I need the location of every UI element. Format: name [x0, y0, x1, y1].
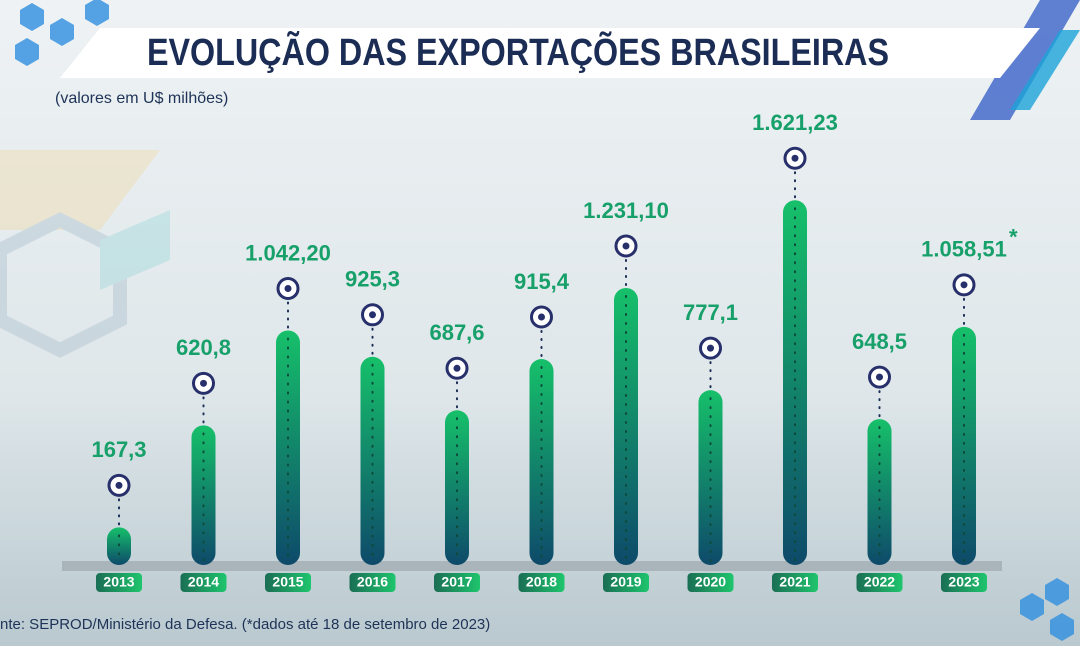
value-label: 777,1 — [683, 300, 738, 325]
category-pill — [180, 573, 227, 592]
x-tick-label: 2013 — [103, 574, 134, 590]
category-pill — [349, 573, 396, 592]
subtitle: (valores em U$ milhões) — [55, 90, 228, 107]
x-tick-label: 2023 — [948, 574, 979, 590]
chart-title: EVOLUÇÃO DAS EXPORTAÇÕES BRASILEIRAS — [147, 31, 889, 74]
value-label: 687,6 — [429, 320, 484, 345]
x-tick-label: 2016 — [357, 574, 388, 590]
value-label: 1.231,10 — [583, 198, 669, 223]
x-tick-label: 2014 — [188, 574, 219, 590]
marker-dot — [960, 281, 968, 289]
decoration — [0, 150, 170, 358]
source-note: nte: SEPROD/Ministério da Defesa. (*dado… — [0, 616, 490, 633]
marker-dot — [200, 379, 207, 387]
bar — [783, 200, 807, 565]
category-pill — [518, 573, 565, 592]
bar — [191, 425, 216, 565]
x-tick-label: 2020 — [695, 574, 726, 590]
marker-dot — [538, 313, 545, 321]
bar — [445, 410, 469, 565]
marker-dot — [791, 154, 799, 162]
value-label: 648,5 — [852, 329, 907, 354]
bar — [529, 359, 554, 565]
baseline — [62, 561, 1002, 571]
marker-dot — [369, 311, 376, 319]
value-label: 915,4 — [514, 269, 570, 294]
category-pill — [772, 573, 818, 592]
category-pill — [434, 573, 480, 592]
marker-dot — [622, 242, 630, 250]
value-label: 1.042,20 — [245, 240, 331, 265]
x-tick-label: 2018 — [526, 574, 557, 590]
category-pill — [96, 573, 142, 592]
marker-dot — [453, 364, 461, 372]
bar — [952, 326, 976, 565]
value-label: 1.621,23 — [752, 110, 838, 135]
marker-dot — [284, 285, 292, 293]
marker-dot — [876, 373, 883, 381]
bar — [698, 390, 723, 565]
bar — [360, 356, 385, 565]
x-tick-label: 2021 — [779, 574, 810, 590]
category-pill — [265, 573, 311, 592]
x-tick-label: 2017 — [441, 574, 472, 590]
value-label: 925,3 — [345, 267, 400, 292]
value-label: 167,3 — [91, 437, 146, 462]
stripe-decoration — [970, 0, 1080, 120]
marker-dot — [115, 481, 123, 489]
x-tick-label: 2015 — [272, 574, 303, 590]
marker-dot — [707, 344, 714, 352]
category-pill — [603, 573, 649, 592]
hexagon-decoration — [15, 0, 1074, 641]
value-label: 1.058,51 — [921, 237, 1007, 262]
category-pill — [856, 573, 903, 592]
category-pill — [687, 573, 734, 592]
bar — [614, 288, 638, 565]
x-tick-label: 2019 — [610, 574, 641, 590]
title-banner — [60, 28, 1040, 78]
value-label: 620,8 — [176, 335, 231, 360]
category-pill — [941, 573, 987, 592]
annotation-marker: * — [1009, 225, 1018, 250]
x-tick-label: 2022 — [864, 574, 895, 590]
